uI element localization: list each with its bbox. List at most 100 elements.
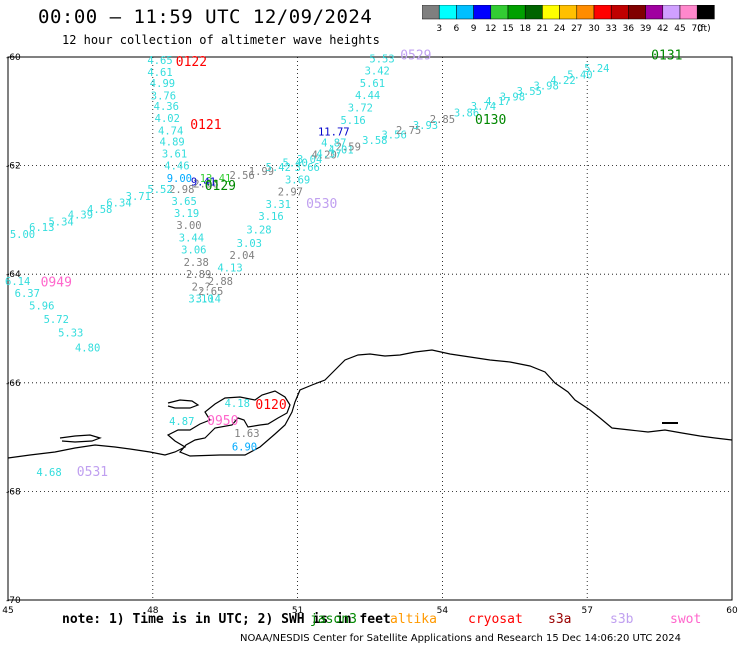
colorbar-tick-label: 33	[605, 24, 616, 34]
colorbar-tick-label: 18	[519, 24, 531, 34]
pass-time-label: 0129	[205, 179, 236, 194]
wave-height-label: 4.80	[75, 342, 100, 354]
map-title: 00:00 – 11:59 UTC 12/09/2024	[38, 6, 373, 28]
satellite-legend-item: jason3	[310, 612, 357, 627]
lon-axis-label: 48	[147, 606, 159, 616]
wave-height-label: 3.10	[188, 293, 213, 305]
pass-time-label: 0950	[207, 414, 238, 429]
wave-height-label: 3.03	[237, 238, 262, 250]
pass-time-label: 0122	[176, 55, 207, 70]
wave-height-label: 5.52	[147, 184, 172, 196]
wave-height-label: 2.?	[192, 281, 211, 293]
pass-time-label: 0121	[190, 118, 221, 133]
wave-height-label: 4.02	[155, 113, 180, 125]
wave-height-label: 2.88	[208, 276, 233, 288]
wave-height-label: 3.19	[174, 208, 199, 220]
wave-height-label: 4.65	[147, 55, 172, 67]
wave-height-label: 4.17	[485, 96, 510, 108]
wave-height-label: 3.66	[295, 162, 320, 174]
wave-height-label: 3.69	[285, 175, 310, 187]
wave-height-label: 5.40	[567, 70, 592, 82]
footnote: note: 1) Time is in UTC; 2) SWH is in fe…	[62, 612, 391, 627]
wave-height-label: 4.61	[147, 67, 172, 79]
satellite-legend-item: cryosat	[468, 612, 523, 627]
wave-height-label: 4.89	[159, 137, 184, 149]
lat-axis-label: -64	[6, 270, 21, 280]
wave-height-label: 3.93	[413, 120, 438, 132]
wave-height-label: 9.41	[191, 177, 216, 189]
wave-height-label: 3.00	[176, 220, 201, 232]
wave-height-label: 2.38	[184, 257, 209, 269]
wave-height-label: 3.74	[471, 101, 496, 113]
wave-height-label: 5.72	[44, 314, 69, 326]
coastline	[7, 349, 733, 459]
colorbar-tick-label: 36	[623, 24, 635, 34]
colorbar-tick-label: 9	[471, 24, 477, 34]
wave-height-label: 3.72	[348, 102, 373, 114]
wave-height-label: 3.98	[500, 91, 525, 103]
wave-height-label: 6.34	[106, 197, 131, 209]
wave-height-label: 2.04	[229, 250, 254, 262]
wave-height-label: 2.97	[278, 186, 303, 198]
wave-height-label: 3.61	[162, 148, 187, 160]
colorbar-tick-label: 42	[657, 24, 668, 34]
color-legend: 3 6 9 12 15 18 21 24 27 30 33 36 39 42 45 70(ft)	[422, 5, 715, 34]
wave-height-label: 3.42	[365, 65, 390, 77]
wave-height-label: 6.37	[15, 288, 40, 300]
pass-time-label: 0131	[651, 49, 682, 64]
lon-axis-label: 54	[437, 606, 449, 616]
wave-height-label: 4.22	[550, 75, 575, 87]
lat-axis-label: -60	[6, 53, 21, 63]
wave-height-label: 2.59	[336, 141, 361, 153]
wave-height-label: 3.86	[454, 108, 479, 120]
wave-height-label: 4.87	[321, 138, 346, 150]
wave-height-label: 2.56	[229, 170, 254, 182]
wave-height-label: 1.99	[249, 166, 274, 178]
wave-height-label: 2.85	[430, 114, 455, 126]
satellite-legend-item: s3a	[548, 612, 572, 627]
wave-height-label: 4.68	[36, 467, 61, 479]
pass-time-label: 0530	[306, 197, 337, 212]
wave-height-label: 13.41	[200, 173, 232, 185]
wave-height-label: 3.76	[151, 90, 176, 102]
wave-height-label: 4.46	[164, 160, 189, 172]
pass-time-label: 0531	[77, 465, 108, 480]
wave-height-label: 5.24	[584, 63, 609, 75]
wave-height-label: 3.04	[297, 154, 322, 166]
wave-height-label: 5.00	[10, 229, 35, 241]
lat-axis-label: -70	[6, 596, 21, 606]
lon-axis-label: 45	[2, 606, 13, 616]
wave-height-label: 5.40	[283, 158, 308, 170]
colorbar-tick-label: 3	[436, 24, 442, 34]
satellite-legend-item: altika	[390, 612, 437, 627]
wave-height-labels: 4.654.614.993.764.364.024.744.893.614.46…	[5, 53, 609, 479]
credit-line: NOAA/NESDIS Center for Satellite Applica…	[240, 633, 682, 644]
wave-height-label: 2.56	[193, 178, 218, 190]
colorbar-tick-label: 39	[640, 24, 652, 34]
wave-height-label: 9.00	[167, 173, 192, 185]
wave-height-label: 2.98	[169, 184, 194, 196]
wave-height-label: 11.77	[318, 127, 350, 139]
wave-height-label: 2.89	[186, 269, 211, 281]
wave-height-label: 1.63	[234, 428, 259, 440]
wave-height-label: 5.33	[58, 328, 83, 340]
wave-height-label: 3.98	[534, 81, 559, 93]
wave-height-label: 3.14	[196, 293, 221, 305]
colorbar-tick-label: 30	[588, 24, 600, 34]
wave-height-label: 4.74	[158, 126, 183, 138]
colorbar-tick-label: 15	[502, 24, 513, 34]
colorbar-tick-label: (ft)	[697, 24, 711, 34]
lat-axis-label: -66	[6, 379, 21, 389]
lon-axis-label: 60	[726, 606, 738, 616]
wave-height-label: 3.06	[181, 245, 206, 257]
wave-height-label: 4.36	[154, 101, 179, 113]
wave-height-label: 6.14	[5, 276, 30, 288]
wave-height-label: 5.53	[369, 53, 394, 65]
wave-height-label: 4.58	[87, 204, 112, 216]
wave-height-label: 6.90	[232, 442, 257, 454]
wave-height-label: 4.01	[328, 145, 353, 157]
colorbar-tick-label: 12	[485, 24, 496, 34]
wave-height-label: 4.39	[68, 209, 93, 221]
pass-time-labels: 0122 0121 0129 0529 0131 0130 0530 0949 0120 0950…	[41, 49, 683, 480]
